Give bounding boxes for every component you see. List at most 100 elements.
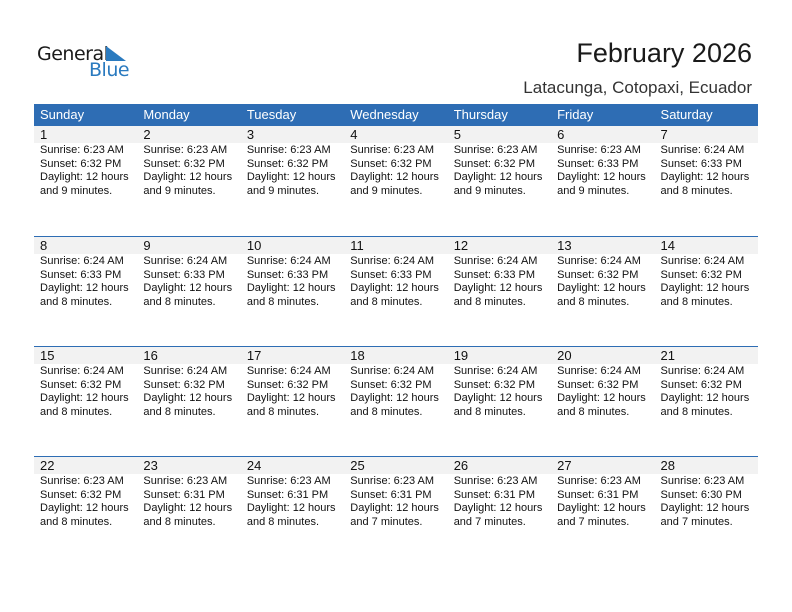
daylight-text: Daylight: 12 hours <box>143 502 233 514</box>
day-cell: 9 Sunrise: 6:24 AM Sunset: 6:33 PM Daylight… <box>137 237 241 346</box>
sunrise-text: Sunrise: 6:23 AM <box>143 475 228 487</box>
day-cell: 12 Sunrise: 6:24 AM Sunset: 6:33 PM Dayligh… <box>447 237 552 346</box>
sunrise-text: Sunrise: 6:24 AM <box>660 255 745 267</box>
sunset-text: Sunset: 6:32 PM <box>40 488 122 501</box>
page-title: February 2026 <box>576 38 752 68</box>
logo-general: General <box>37 43 109 65</box>
sunrise-text: Sunrise: 6:23 AM <box>350 475 435 487</box>
weekday-wednesday: Wednesday <box>350 107 419 122</box>
sunset-text: Sunset: 6:33 PM <box>660 157 742 170</box>
weekday-monday: Monday <box>143 107 190 122</box>
sunrise-text: Sunrise: 6:23 AM <box>246 144 331 156</box>
sunset-text: Sunset: 6:32 PM <box>350 157 432 170</box>
minutes-text: and 9 minutes. <box>40 184 113 197</box>
day-cell: 17 Sunrise: 6:24 AM Sunset: 6:32 PM Dayligh… <box>240 347 345 456</box>
minutes-text: and 8 minutes. <box>660 184 733 197</box>
minutes-text: and 8 minutes. <box>143 295 216 308</box>
minutes-text: and 7 minutes. <box>350 515 423 528</box>
day-number: 4 <box>344 126 448 143</box>
daylight-text: Daylight: 12 hours <box>453 282 543 294</box>
sunrise-text: Sunrise: 6:23 AM <box>453 144 538 156</box>
week-row: 1 Sunrise: 6:23 AM Sunset: 6:32 PM Daylight… <box>34 126 758 236</box>
day-info: Sunrise: 6:23 AM Sunset: 6:32 PM Daylight:… <box>34 143 137 198</box>
daylight-text: Daylight: 12 hours <box>40 502 129 514</box>
day-cell: 15 Sunrise: 6:24 AM Sunset: 6:32 PM Dayligh… <box>34 347 138 456</box>
weekday-thursday: Thursday <box>453 107 508 122</box>
minutes-text: and 8 minutes. <box>660 295 733 308</box>
sunrise-text: Sunrise: 6:24 AM <box>453 365 538 377</box>
day-info: Sunrise: 6:24 AM Sunset: 6:32 PM Daylight:… <box>448 364 551 419</box>
sunset-text: Sunset: 6:33 PM <box>40 268 122 281</box>
day-cell: 19 Sunrise: 6:24 AM Sunset: 6:32 PM Dayligh… <box>447 347 552 456</box>
sunrise-text: Sunrise: 6:24 AM <box>143 255 228 267</box>
day-number: 9 <box>137 237 241 254</box>
day-number: 27 <box>551 457 655 474</box>
day-cell: 7 Sunrise: 6:24 AM Sunset: 6:33 PM Daylight… <box>654 126 758 236</box>
day-number: 21 <box>654 347 758 364</box>
day-number: 18 <box>344 347 448 364</box>
day-number: 7 <box>654 126 758 143</box>
day-cell: 22 Sunrise: 6:23 AM Sunset: 6:32 PM Dayligh… <box>34 457 138 566</box>
day-number: 12 <box>447 237 552 254</box>
weekday-sunday: Sunday <box>40 107 85 122</box>
day-number: 2 <box>137 126 241 143</box>
sunset-text: Sunset: 6:32 PM <box>143 157 225 170</box>
day-cell: 4 Sunrise: 6:23 AM Sunset: 6:32 PM Daylight… <box>344 126 448 236</box>
day-number: 22 <box>34 457 138 474</box>
day-number: 23 <box>137 457 241 474</box>
daylight-text: Daylight: 12 hours <box>453 502 543 514</box>
weekday-header: Sunday Monday Tuesday Wednesday Thursday Frid… <box>34 104 758 126</box>
day-number: 16 <box>137 347 241 364</box>
day-number: 5 <box>447 126 552 143</box>
weekday-tuesday: Tuesday <box>246 107 297 122</box>
sunset-text: Sunset: 6:32 PM <box>246 378 329 391</box>
daylight-text: Daylight: 12 hours <box>350 282 439 294</box>
day-info: Sunrise: 6:23 AM Sunset: 6:31 PM Daylight:… <box>241 474 344 529</box>
sunset-text: Sunset: 6:32 PM <box>350 378 432 391</box>
day-cell: 20 Sunrise: 6:24 AM Sunset: 6:32 PM Dayligh… <box>551 347 655 456</box>
sunrise-text: Sunrise: 6:23 AM <box>40 144 124 156</box>
week-row: 22 Sunrise: 6:23 AM Sunset: 6:32 PM Dayligh… <box>34 456 758 566</box>
sunset-text: Sunset: 6:33 PM <box>246 268 329 281</box>
daylight-text: Daylight: 12 hours <box>557 282 646 294</box>
day-number: 28 <box>654 457 758 474</box>
day-info: Sunrise: 6:23 AM Sunset: 6:30 PM Daylight:… <box>655 474 758 529</box>
day-number: 8 <box>34 237 138 254</box>
location: Latacunga, Cotopaxi, Ecuador <box>523 78 752 97</box>
weekday-friday: Friday <box>557 107 594 122</box>
sunset-text: Sunset: 6:33 PM <box>557 157 639 170</box>
sunset-text: Sunset: 6:32 PM <box>660 268 742 281</box>
day-info: Sunrise: 6:24 AM Sunset: 6:33 PM Daylight:… <box>344 254 447 309</box>
day-number: 14 <box>654 237 758 254</box>
sunrise-text: Sunrise: 6:24 AM <box>557 255 641 267</box>
daylight-text: Daylight: 12 hours <box>246 171 336 183</box>
daylight-text: Daylight: 12 hours <box>40 392 129 404</box>
day-info: Sunrise: 6:23 AM Sunset: 6:31 PM Daylight:… <box>448 474 551 529</box>
week-row: 15 Sunrise: 6:24 AM Sunset: 6:32 PM Dayligh… <box>34 346 758 456</box>
minutes-text: and 9 minutes. <box>453 184 526 197</box>
day-number: 11 <box>344 237 448 254</box>
day-cell: 10 Sunrise: 6:24 AM Sunset: 6:33 PM Dayligh… <box>240 237 345 346</box>
minutes-text: and 8 minutes. <box>246 515 319 528</box>
day-info: Sunrise: 6:24 AM Sunset: 6:33 PM Daylight:… <box>241 254 344 309</box>
day-number: 1 <box>34 126 138 143</box>
minutes-text: and 8 minutes. <box>40 405 113 418</box>
day-cell: 3 Sunrise: 6:23 AM Sunset: 6:32 PM Daylight… <box>240 126 345 236</box>
day-cell: 2 Sunrise: 6:23 AM Sunset: 6:32 PM Daylight… <box>137 126 241 236</box>
day-cell: 25 Sunrise: 6:23 AM Sunset: 6:31 PM Dayligh… <box>344 457 448 566</box>
daylight-text: Daylight: 12 hours <box>40 171 129 183</box>
daylight-text: Daylight: 12 hours <box>660 282 750 294</box>
day-cell: 14 Sunrise: 6:24 AM Sunset: 6:32 PM Dayligh… <box>654 237 758 346</box>
sunrise-text: Sunrise: 6:24 AM <box>350 255 435 267</box>
day-number: 13 <box>551 237 655 254</box>
day-cell: 11 Sunrise: 6:24 AM Sunset: 6:33 PM Dayligh… <box>344 237 448 346</box>
daylight-text: Daylight: 12 hours <box>143 171 233 183</box>
day-info: Sunrise: 6:24 AM Sunset: 6:33 PM Daylight:… <box>137 254 240 309</box>
day-info: Sunrise: 6:23 AM Sunset: 6:31 PM Daylight:… <box>551 474 654 529</box>
sunrise-text: Sunrise: 6:24 AM <box>40 255 124 267</box>
sunrise-text: Sunrise: 6:23 AM <box>143 144 228 156</box>
day-info: Sunrise: 6:24 AM Sunset: 6:33 PM Daylight:… <box>655 143 758 198</box>
day-cell: 24 Sunrise: 6:23 AM Sunset: 6:31 PM Dayligh… <box>240 457 345 566</box>
day-info: Sunrise: 6:24 AM Sunset: 6:32 PM Daylight:… <box>655 254 758 309</box>
daylight-text: Daylight: 12 hours <box>246 392 336 404</box>
